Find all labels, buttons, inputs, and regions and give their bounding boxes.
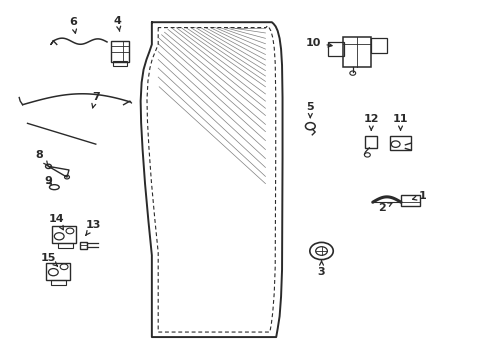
Text: 5: 5: [306, 102, 313, 118]
Bar: [52, 226, 76, 243]
Bar: [51, 280, 65, 285]
Text: 13: 13: [85, 220, 101, 235]
Bar: [370, 39, 386, 53]
Bar: [328, 42, 343, 56]
Text: 9: 9: [44, 176, 52, 186]
Bar: [342, 37, 370, 67]
Bar: [113, 60, 127, 66]
Bar: [80, 242, 87, 249]
Text: 8: 8: [36, 150, 48, 165]
Bar: [400, 195, 419, 206]
Bar: [389, 136, 410, 150]
Text: 14: 14: [49, 214, 64, 230]
Text: 6: 6: [69, 17, 77, 33]
Text: 1: 1: [412, 191, 426, 201]
Text: 4: 4: [114, 16, 122, 31]
Bar: [111, 41, 129, 62]
Bar: [46, 263, 70, 280]
Text: 2: 2: [377, 203, 391, 213]
Text: 10: 10: [305, 38, 331, 48]
Text: 11: 11: [392, 114, 407, 130]
Bar: [58, 243, 73, 248]
Text: 15: 15: [41, 253, 58, 266]
Bar: [365, 136, 376, 148]
Text: 12: 12: [363, 114, 378, 130]
Text: 3: 3: [317, 261, 325, 277]
Text: 7: 7: [92, 92, 100, 108]
